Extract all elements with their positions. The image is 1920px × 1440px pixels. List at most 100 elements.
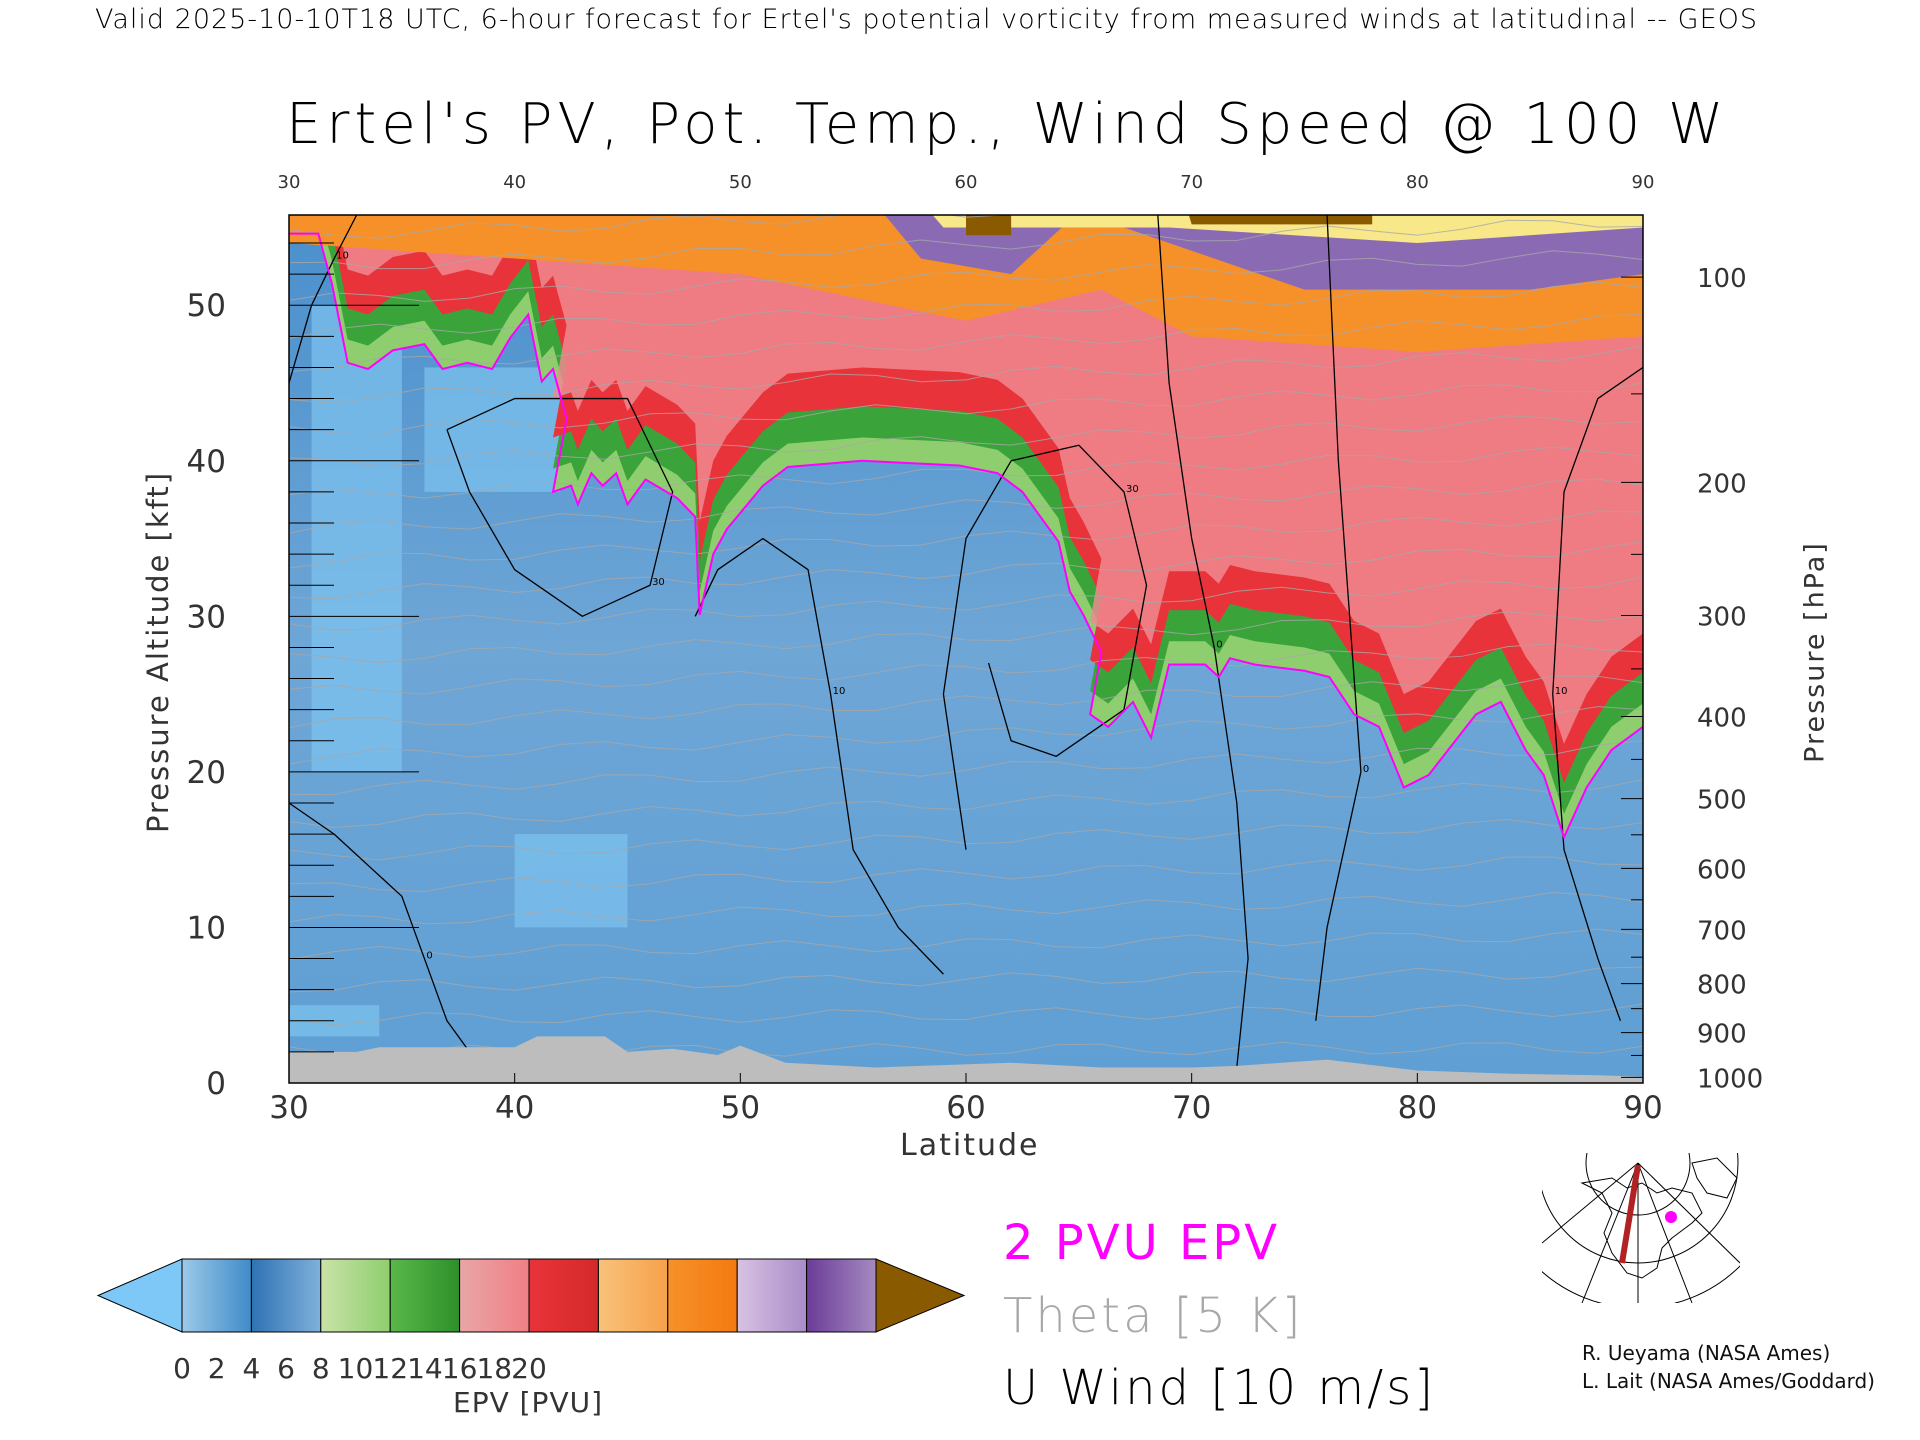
pv-6-8-region [336,215,1643,744]
x-tick-label: 90 [1623,1090,1662,1126]
x-tick-label: 80 [1398,1090,1437,1126]
colorbar-tick-label: 10 [338,1352,374,1385]
u-wind-contour-label: 10 [1555,686,1568,697]
top-tick-label: 60 [955,172,978,193]
theta-contour [289,778,1643,829]
credit-2: L. Lait (NASA Ames/Goddard) [1582,1369,1875,1393]
theta-contour [289,478,1643,534]
theta-contour [289,314,1643,373]
y-tick-label: 30 [187,599,226,635]
theta-contour [289,966,1643,993]
colorbar-tick-label: 8 [312,1352,330,1385]
chart-title: Ertel's PV, Pot. Temp., Wind Speed @ 100… [286,92,1729,157]
theta-contour [289,510,1643,569]
u-wind-contour-label: 30 [1126,484,1139,495]
y-tick-label: 40 [187,444,226,480]
colorbar-segment [181,1258,252,1333]
colorbar-tick-label: 2 [208,1352,226,1385]
pressure-tick-label: 500 [1697,786,1747,816]
pv-field: 10 30 10 30 0 0 10 0 [289,215,1643,1083]
greenland-outline [1691,1157,1738,1199]
theta-contour [289,611,1643,664]
theta-contour [289,706,1643,765]
x-tick-label: 70 [1172,1090,1211,1126]
theta-contour [289,446,1643,499]
x-tick-label: 50 [721,1090,760,1126]
colorbar-tick-label: 14 [407,1352,443,1385]
y-tick-label: 50 [187,288,226,324]
x-axis-label: Latitude [900,1128,1040,1163]
pv-over-20-region [966,215,1373,236]
x-tick-label: 30 [269,1090,308,1126]
colorbar-segment [250,1258,322,1333]
pressure-tick-label: 700 [1697,916,1747,946]
pv2-contour [289,232,1643,840]
colorbar-tick-label: 4 [242,1352,260,1385]
pressure-tick-label: 1000 [1697,1064,1763,1094]
pressure-tick-label: 300 [1697,603,1747,633]
colorbar-label: EPV [PVU] [453,1386,604,1419]
colorbar: 0 2 4 6 8 10 12 14 16 18 20 [96,1258,966,1385]
theta-contour [289,818,1643,861]
u-wind-contour [694,537,944,975]
colorbar-segment [597,1258,669,1333]
u-wind-contour-label: 0 [1363,764,1369,775]
x-tick-label: 60 [946,1090,985,1126]
colorbar-tick-label: 0 [173,1352,191,1385]
u-wind-contour [446,397,674,617]
theta-contour [289,675,1643,729]
colorbar-segment [459,1258,530,1333]
pressure-tick-label: 800 [1697,971,1747,1001]
u-wind-contour [289,215,358,384]
north-america-outline [1580,1177,1703,1279]
colorbar-tick-label: 16 [442,1352,478,1385]
u-wind-contour [1315,215,1362,1021]
u-wind-contour-label: 10 [336,251,349,262]
top-tick-label: 50 [729,172,752,193]
theta-contour [289,382,1643,435]
theta-contour [289,891,1643,925]
u-wind-contour-label: 0 [426,951,432,962]
colorbar-segment [806,1258,877,1333]
theta-contour [289,215,1010,239]
location-marker [1665,1211,1677,1223]
pv-18-20-region [932,215,1643,243]
pressure-tick-label: 400 [1697,703,1747,733]
legend-pv2: 2 PVU EPV [1003,1215,1281,1271]
pressure-tick-label: 600 [1697,855,1747,885]
top-tick-label: 90 [1632,172,1655,193]
u-wind-contour-label: 30 [652,577,665,588]
theta-contour [289,1003,1643,1026]
pressure-tick-label: 200 [1697,469,1747,499]
colorbar-segment [667,1258,738,1333]
top-tick-label: 30 [278,172,301,193]
top-tick-label: 40 [503,172,526,193]
pressure-tick-label: 100 [1697,264,1747,294]
theta-contour [289,281,1643,339]
locator-map [1542,1153,1740,1303]
y-tick-label: 10 [187,910,226,946]
top-tick-label: 70 [1180,172,1203,193]
colorbar-tick-label: 6 [277,1352,295,1385]
theta-contour [289,250,1643,302]
y-tick-label: 0 [206,1066,226,1102]
u-wind-contour [1157,215,1249,1068]
theta-contour [289,576,1643,631]
theta-contour [289,928,1643,961]
colorbar-tick-label: 20 [511,1352,547,1385]
theta-contour [289,740,1643,796]
colorbar-segment [528,1258,599,1333]
pv-patch [311,305,402,772]
colorbar-over-arrow [875,1258,966,1333]
colorbar-segment [320,1258,391,1333]
theta-contour [289,541,1643,600]
header-text: Valid 2025-10-10T18 UTC, 6-hour forecast… [95,4,1759,35]
theta-contour [289,219,1643,270]
colorbar-segment [736,1258,808,1333]
y-tick-label: 20 [187,755,226,791]
terrain [289,1036,1643,1083]
colorbar-segment [389,1258,461,1333]
section-line [1619,1164,1641,1264]
